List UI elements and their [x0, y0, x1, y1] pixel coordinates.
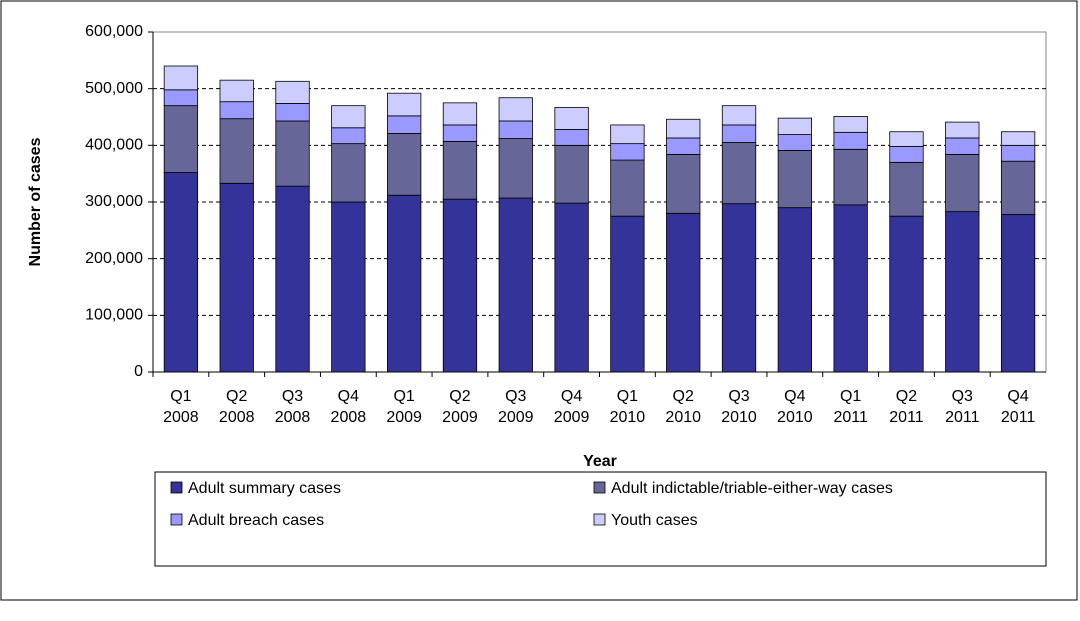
bar-segment: [889, 146, 924, 163]
x-tick-label: Q1 2009: [386, 388, 422, 426]
bar-segment: [833, 148, 868, 206]
bar-segment: [331, 201, 366, 373]
bar-segment: [777, 150, 812, 209]
y-tick-label: 600,000: [85, 23, 143, 40]
legend-swatch: [593, 481, 606, 494]
bar-segment: [833, 204, 868, 373]
bar-segment: [833, 116, 868, 133]
x-tick-label: Q1 2011: [833, 388, 868, 426]
bar-segment: [442, 102, 478, 126]
bar-segment: [554, 202, 589, 373]
bar-segment: [1000, 131, 1036, 146]
bar-segment: [610, 143, 645, 161]
bar-segment: [666, 153, 701, 214]
bar-segment: [554, 129, 589, 146]
legend-label: Adult summary cases: [188, 480, 341, 497]
bar-segment: [219, 101, 254, 120]
y-tick-label: 500,000: [85, 80, 143, 97]
legend-label: Youth cases: [611, 512, 698, 529]
bar-segment: [331, 105, 366, 129]
bar-segment: [331, 127, 366, 145]
bar-segment: [387, 133, 422, 196]
bar-segment: [721, 203, 757, 373]
bar-segment: [219, 118, 254, 184]
legend-label: Adult indictable/triable-either-way case…: [611, 480, 893, 497]
x-tick-label: Q2 2011: [889, 388, 924, 426]
bar-segment: [219, 182, 254, 373]
bar-segment: [721, 124, 757, 143]
y-axis-label: Number of cases: [27, 137, 44, 266]
bar-segment: [945, 137, 980, 155]
bar-segment: [387, 194, 422, 373]
y-tick-label: 300,000: [85, 193, 143, 210]
bar-segment: [945, 121, 980, 139]
x-tick-label: Q3 2010: [721, 388, 757, 426]
bar-segment: [387, 115, 422, 134]
bar-segment: [275, 185, 310, 373]
bar-segment: [666, 137, 701, 155]
bar-segment: [610, 215, 645, 373]
bar-segment: [777, 207, 812, 373]
x-tick-label: Q3 2011: [945, 388, 980, 426]
bar-segment: [554, 106, 589, 130]
bar-segment: [721, 105, 757, 126]
legend-swatch: [170, 513, 183, 526]
bar-segment: [610, 124, 645, 145]
bar-segment: [1000, 214, 1036, 373]
bar-segment: [331, 143, 366, 203]
legend-swatch: [170, 481, 183, 494]
x-tick-label: Q2 2008: [219, 388, 255, 426]
x-tick-label: Q1 2010: [610, 388, 646, 426]
bar-segment: [666, 118, 701, 139]
y-tick-label: 400,000: [85, 137, 143, 154]
bar-segment: [1000, 160, 1036, 215]
y-tick-label: 0: [134, 363, 143, 380]
bar-segment: [163, 65, 199, 91]
bar-segment: [275, 80, 310, 104]
bar-segment: [163, 172, 199, 373]
x-tick-label: Q3 2009: [498, 388, 534, 426]
bar-segment: [275, 103, 310, 122]
bar-segment: [442, 198, 478, 373]
bar-segment: [777, 117, 812, 135]
x-tick-label: Q2 2010: [665, 388, 701, 426]
bar-segment: [498, 120, 533, 139]
bar-segment: [498, 97, 533, 122]
bar-segment: [666, 212, 701, 373]
bar-segment: [610, 159, 645, 217]
bar-segment: [219, 79, 254, 103]
x-tick-label: Q1 2008: [163, 388, 199, 426]
bar-segment: [275, 120, 310, 187]
bar-segment: [387, 92, 422, 117]
y-tick-label: 100,000: [85, 307, 143, 324]
legend-label: Adult breach cases: [188, 512, 324, 529]
bar-segment: [889, 131, 924, 147]
bar-segment: [554, 144, 589, 204]
y-tick-label: 200,000: [85, 250, 143, 267]
bar-segment: [721, 142, 757, 205]
bar-segment: [442, 140, 478, 200]
bar-segment: [945, 211, 980, 373]
bar-segment: [777, 134, 812, 151]
bar-segment: [498, 138, 533, 199]
bar-segment: [833, 131, 868, 150]
x-tick-label: Q2 2009: [442, 388, 478, 426]
bar-segment: [889, 161, 924, 217]
x-tick-label: Q3 2008: [275, 388, 311, 426]
x-axis-label: Year: [583, 453, 617, 470]
bar-segment: [442, 124, 478, 142]
bar-segment: [945, 153, 980, 213]
x-tick-label: Q4 2009: [554, 388, 590, 426]
legend-swatch: [593, 513, 606, 526]
bar-segment: [1000, 144, 1036, 162]
bar-segment: [163, 105, 199, 173]
bar-segment: [163, 89, 199, 107]
bar-segment: [498, 197, 533, 373]
x-tick-label: Q4 2008: [331, 388, 367, 426]
x-tick-label: Q4 2011: [1001, 388, 1036, 426]
x-tick-label: Q4 2010: [777, 388, 813, 426]
bar-segment: [889, 215, 924, 373]
